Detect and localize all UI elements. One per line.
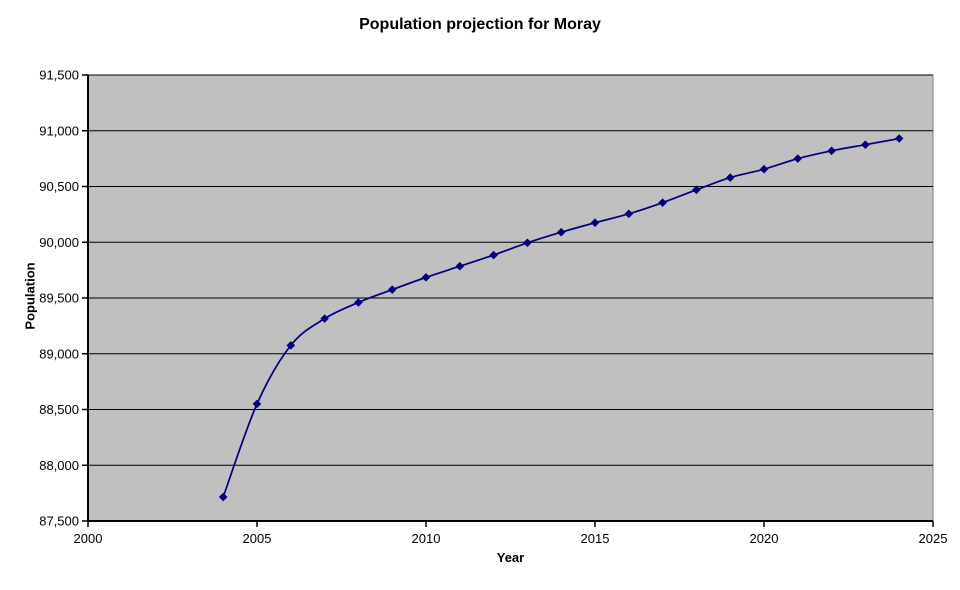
data-point-marker [624, 209, 634, 219]
y-tick-label: 91,500 [39, 68, 79, 83]
data-point-marker [793, 154, 803, 163]
x-tick-label: 2005 [243, 531, 272, 546]
x-tick-label: 2020 [750, 531, 779, 546]
y-tick-label: 89,500 [39, 291, 79, 306]
data-point-marker [455, 261, 465, 271]
y-tick-label: 88,000 [39, 458, 79, 473]
data-point-marker [861, 140, 870, 149]
data-point-marker [759, 164, 769, 174]
chart-title: Population projection for Moray [359, 16, 601, 33]
data-point-marker [692, 185, 701, 195]
data-point-marker [658, 198, 667, 207]
data-point-marker [489, 250, 498, 260]
y-tick-label: 90,500 [39, 179, 79, 194]
data-point-marker [320, 314, 329, 323]
data-point-marker [286, 341, 296, 350]
data-point-marker [556, 227, 566, 237]
data-point-marker [523, 238, 532, 248]
y-tick-label: 88,500 [39, 402, 79, 417]
data-point-marker [387, 285, 397, 294]
y-tick-label: 90,000 [39, 235, 79, 250]
y-tick-label: 91,000 [39, 123, 79, 138]
data-point-marker [218, 492, 228, 502]
x-tick-label: 2015 [581, 531, 610, 546]
x-tick-label: 2025 [919, 531, 948, 546]
data-point-marker [725, 173, 735, 182]
data-point-marker [590, 218, 600, 228]
x-tick-label: 2000 [74, 531, 103, 546]
x-axis-title: Year [496, 550, 525, 565]
y-axis-title: Population [22, 262, 38, 330]
data-point-marker [252, 399, 262, 409]
data-point-marker [354, 298, 363, 307]
data-point-marker [827, 146, 836, 156]
y-tick-label: 89,000 [39, 346, 79, 361]
x-tick-label: 2010 [412, 531, 441, 546]
data-point-marker [894, 134, 904, 143]
data-point-marker [421, 273, 431, 282]
y-tick-label: 87,500 [39, 514, 79, 529]
